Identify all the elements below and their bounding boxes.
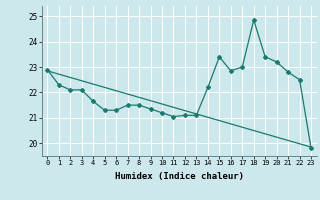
X-axis label: Humidex (Indice chaleur): Humidex (Indice chaleur) bbox=[115, 172, 244, 181]
